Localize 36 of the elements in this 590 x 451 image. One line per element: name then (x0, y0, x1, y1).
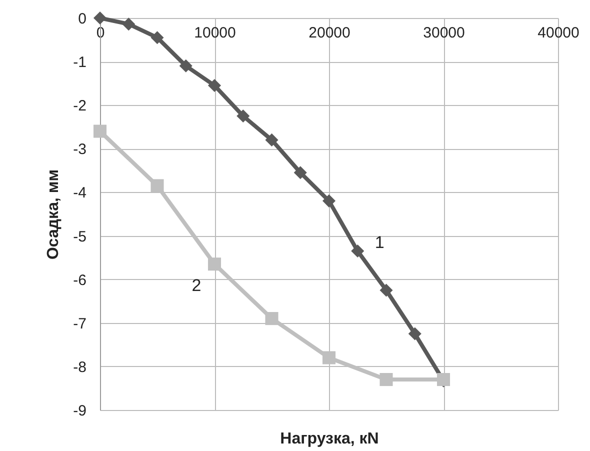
y-tick-label: -1 (73, 54, 86, 72)
y-tick-label: 0 (78, 10, 86, 28)
point (322, 194, 336, 208)
y-tick-label: -2 (73, 98, 86, 115)
point (380, 284, 393, 297)
point (408, 327, 422, 340)
y-axis-title: Осадка, мм (45, 169, 62, 260)
point (208, 258, 222, 271)
point (179, 59, 192, 72)
series-label: 1 (374, 233, 384, 252)
point (93, 124, 107, 138)
point (122, 18, 136, 31)
point (265, 312, 278, 326)
y-tick-label: -7 (73, 315, 86, 332)
x-tick-label: 40000 (538, 24, 580, 42)
y-tick-label: -3 (73, 141, 86, 158)
point (208, 78, 222, 92)
point (236, 109, 250, 123)
y-tick-label: -8 (73, 358, 86, 376)
point (265, 133, 278, 146)
y-tick-label: -4 (73, 184, 86, 202)
x-tick-label: 20000 (308, 24, 350, 42)
y-tick-label: -6 (73, 272, 86, 289)
point (351, 244, 364, 258)
series-label: 2 (192, 276, 202, 296)
y-tick-label: -5 (73, 228, 86, 246)
point (380, 372, 393, 386)
x-axis-title: Нагрузка, кN (280, 430, 379, 448)
point (322, 351, 336, 364)
x-tick-label: 30000 (423, 24, 465, 42)
point (294, 166, 307, 180)
point (93, 11, 107, 25)
x-tick-label: 10000 (194, 24, 236, 42)
point (150, 179, 164, 192)
y-tick-label: -9 (73, 402, 86, 420)
point (150, 31, 164, 44)
